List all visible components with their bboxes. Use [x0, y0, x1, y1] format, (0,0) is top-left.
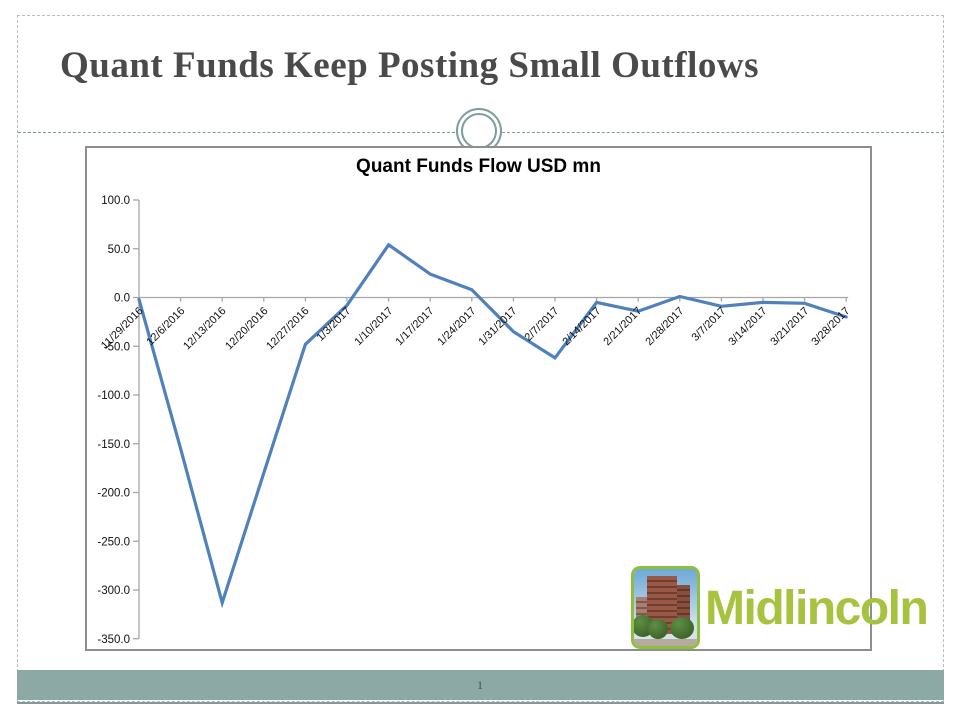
page-number: 1	[477, 678, 483, 692]
y-axis-label: 100.0	[101, 195, 130, 207]
tree-icon	[670, 617, 694, 639]
y-axis-label: 50.0	[108, 244, 130, 256]
y-axis-label: -150.0	[97, 439, 130, 451]
tree-icon	[648, 619, 668, 639]
y-axis-label: -200.0	[97, 488, 130, 500]
plot-area: 100.0 50.0 0.0 -50.0 -100.0 -150.0 -200.0 -250.…	[97, 195, 849, 646]
y-axis-label: -100.0	[97, 390, 130, 402]
chart-object[interactable]: Quant Funds Flow USD mn 100.0 50.0 0.0 -50.…	[85, 146, 872, 651]
y-axis-label: -350.0	[97, 634, 130, 646]
y-axis-label: -250.0	[97, 536, 130, 548]
separator-circle-inner-ring	[461, 113, 497, 149]
page-title: Quant Funds Keep Posting Small Outflows	[60, 45, 759, 86]
chart-title: Quant Funds Flow USD mn	[356, 156, 601, 177]
y-axis-label: -300.0	[97, 585, 130, 597]
logo-wordmark: Midlincoln	[705, 582, 929, 635]
y-axis-label: -50.0	[104, 341, 130, 353]
sidewalk	[634, 639, 697, 646]
footer-accent-line	[17, 702, 944, 704]
data-series-line	[137, 242, 848, 609]
logo-building-image	[631, 566, 700, 649]
footer-band	[17, 670, 944, 700]
y-axis-label: 0.0	[114, 293, 130, 305]
